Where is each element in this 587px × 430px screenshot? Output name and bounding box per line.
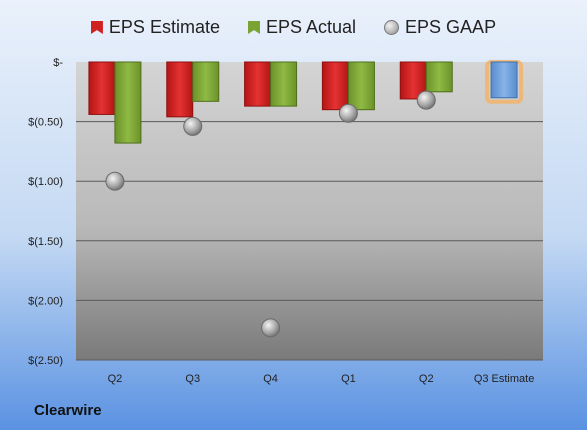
gaap-point xyxy=(261,318,281,338)
legend: EPS Estimate EPS Actual EPS GAAP xyxy=(0,17,587,38)
legend-item-estimate: EPS Estimate xyxy=(90,17,220,38)
gaap-point xyxy=(183,116,203,136)
gaap-markers xyxy=(105,90,436,338)
x-tick-label: Q3 Estimate xyxy=(474,373,535,385)
y-tick-label: $(2.50) xyxy=(28,355,63,367)
bar-estimate-projected xyxy=(490,61,518,99)
actual-swatch-icon xyxy=(247,21,260,34)
bar-estimate xyxy=(88,61,116,115)
y-tick-label: $(1.00) xyxy=(28,176,63,188)
y-tick-label: $(0.50) xyxy=(28,117,63,129)
y-axis-labels: $- $(0.50) $(1.00) $(1.50) $(2.00) $(2.50) xyxy=(28,57,63,367)
gaap-point xyxy=(105,171,125,191)
x-tick-label: Q3 xyxy=(185,373,200,385)
y-tick-label: $(1.50) xyxy=(28,236,63,248)
x-axis-labels: Q2 Q3 Q4 Q1 Q2 Q3 Estimate xyxy=(108,373,535,385)
y-tick-label: $(2.00) xyxy=(28,295,63,307)
estimate-swatch-icon xyxy=(90,21,103,34)
x-tick-label: Q2 xyxy=(419,373,434,385)
gaap-point xyxy=(338,103,358,123)
bar-estimate xyxy=(166,61,194,118)
gridlines xyxy=(76,121,543,361)
bars xyxy=(88,60,524,144)
x-tick-label: Q2 xyxy=(108,373,123,385)
x-tick-label: Q4 xyxy=(263,373,278,385)
company-name: Clearwire xyxy=(34,402,102,419)
bar-actual xyxy=(270,61,298,107)
plot-area xyxy=(76,62,543,360)
legend-label-actual: EPS Actual xyxy=(265,17,357,37)
legend-item-gaap: EPS GAAP xyxy=(384,17,496,38)
bar-estimate xyxy=(321,61,349,111)
legend-label-gaap: EPS GAAP xyxy=(405,17,497,37)
gaap-swatch-icon xyxy=(384,20,400,35)
legend-item-actual: EPS Actual xyxy=(247,17,357,38)
bar-actual xyxy=(192,61,220,102)
bar-actual xyxy=(425,61,453,93)
bar-actual xyxy=(347,61,375,111)
y-tick-label: $- xyxy=(53,57,63,69)
x-tick-label: Q1 xyxy=(341,373,356,385)
legend-label-estimate: EPS Estimate xyxy=(108,17,220,37)
bar-actual xyxy=(114,61,142,144)
bar-estimate xyxy=(244,61,272,107)
gaap-point xyxy=(416,90,436,110)
